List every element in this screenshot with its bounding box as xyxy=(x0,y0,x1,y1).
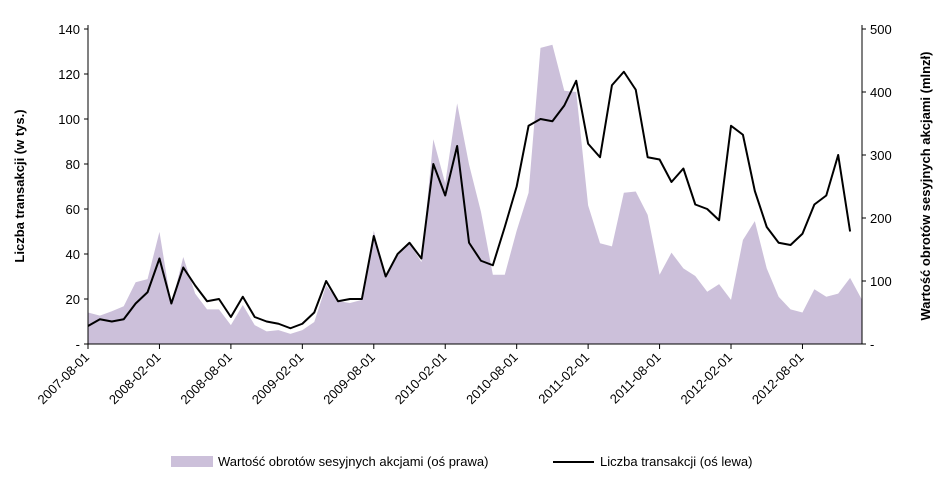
right-tick-label: - xyxy=(870,337,874,352)
x-tick-label: 2011-08-01 xyxy=(607,350,664,407)
x-tick-label: 2008-02-01 xyxy=(106,350,164,408)
legend: Wartość obrotów sesyjnych akcjami (oś pr… xyxy=(171,454,752,469)
x-tick-label: 2008-08-01 xyxy=(177,350,235,408)
right-tick-label: 300 xyxy=(870,148,892,163)
left-tick-label: 120 xyxy=(58,67,80,82)
line-series xyxy=(87,70,852,330)
x-tick-label: 2012-08-01 xyxy=(749,350,807,408)
right-tick-label: 200 xyxy=(870,211,892,226)
right-tick-label: 500 xyxy=(870,22,892,37)
x-tick-label: 2010-08-01 xyxy=(463,350,521,408)
left-axis-ticks: - 20 40 60 80 100 120 140 xyxy=(58,22,88,352)
axes xyxy=(87,25,863,345)
left-tick-label: 60 xyxy=(66,202,80,217)
x-tick-label: 2007-08-01 xyxy=(34,350,92,408)
x-axis-ticks: 2007-08-01 2008-02-01 2008-08-01 2009-02-01… xyxy=(34,344,807,408)
area-series-path xyxy=(88,44,862,344)
right-axis-title: Wartość obrotów sesyjnych akcjami (mlnzł… xyxy=(918,52,933,321)
left-tick-label: - xyxy=(76,337,80,352)
line-series-path xyxy=(87,70,852,330)
x-tick-label: 2012-02-01 xyxy=(678,350,736,408)
x-tick-label: 2011-02-01 xyxy=(535,350,592,407)
x-tick-label: 2009-02-01 xyxy=(249,350,307,408)
x-tick-label: 2010-02-01 xyxy=(392,350,450,408)
left-tick-label: 80 xyxy=(66,157,80,172)
right-tick-label: 400 xyxy=(870,85,892,100)
area-series xyxy=(88,44,862,344)
left-axis-title: Liczba transakcji (w tys.) xyxy=(12,109,27,262)
right-tick-label: 100 xyxy=(870,274,892,289)
legend-swatch-area xyxy=(171,456,213,467)
left-tick-label: 140 xyxy=(58,22,80,37)
x-tick-label: 2009-08-01 xyxy=(320,350,378,408)
legend-label-area: Wartość obrotów sesyjnych akcjami (oś pr… xyxy=(218,454,488,469)
left-tick-label: 100 xyxy=(58,112,80,127)
right-axis-ticks: - 100 200 300 400 500 xyxy=(862,22,892,352)
left-tick-label: 20 xyxy=(66,292,80,307)
left-tick-label: 40 xyxy=(66,247,80,262)
legend-label-line: Liczba transakcji (oś lewa) xyxy=(600,454,752,469)
